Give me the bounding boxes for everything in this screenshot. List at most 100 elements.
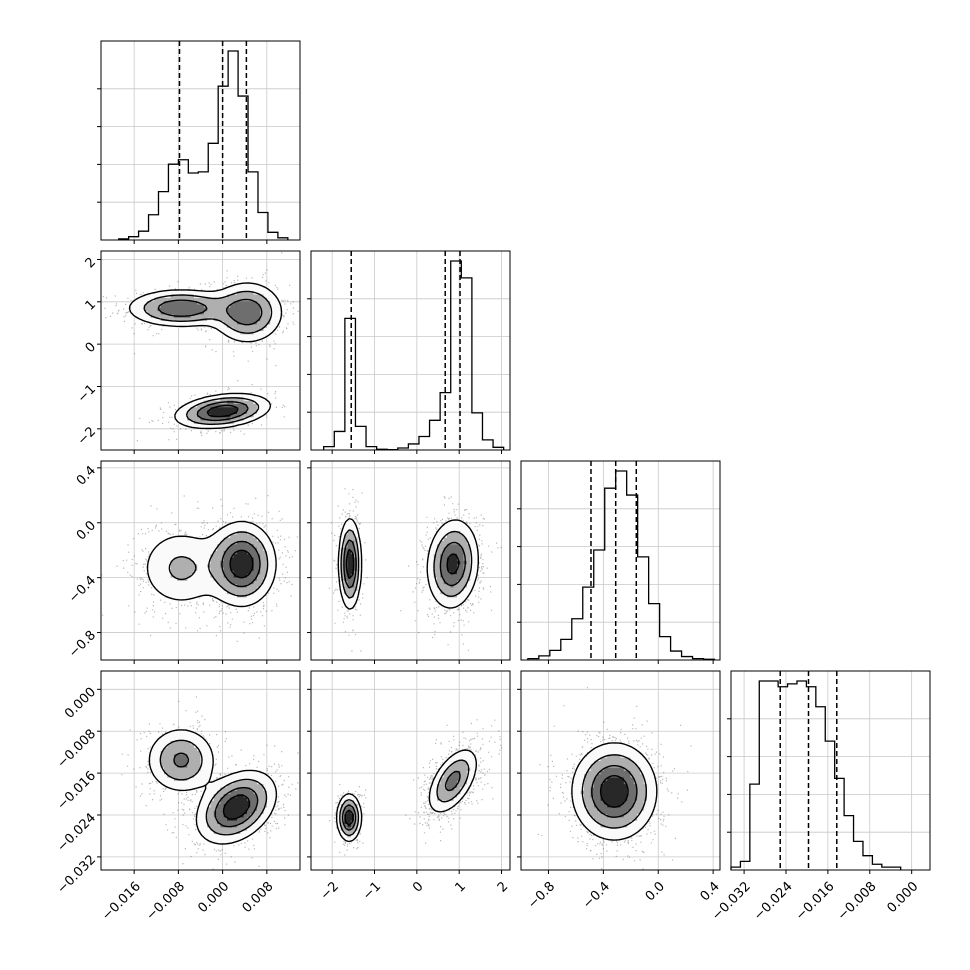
density-cell: [430, 570, 435, 575]
density-cell: [587, 757, 592, 761]
density-cell: [260, 300, 264, 305]
density-cell: [597, 813, 601, 818]
density-cell: [193, 737, 198, 742]
density-cell: [453, 524, 458, 528]
density-cell: [253, 337, 258, 341]
density-cell: [610, 780, 615, 785]
density-cell: [337, 570, 342, 575]
density-cell: [217, 290, 221, 295]
density-cell: [347, 603, 352, 608]
density-cell: [590, 826, 595, 831]
density-cell: [607, 790, 611, 795]
density-cell: [256, 396, 261, 401]
density-cell: [453, 583, 458, 588]
y-tick-label: −2: [75, 424, 99, 448]
density-cell: [600, 763, 605, 768]
density-cell: [223, 787, 228, 791]
density-cell: [197, 743, 201, 748]
density-cell: [623, 753, 628, 758]
density-cell: [183, 737, 188, 742]
density-cell: [236, 596, 241, 601]
density-cell: [253, 570, 258, 575]
density-cell: [203, 557, 208, 561]
density-cell: [203, 763, 208, 768]
density-cell: [207, 314, 211, 318]
density-cell: [640, 800, 645, 805]
density-cell: [446, 767, 451, 771]
density-cell: [150, 567, 155, 571]
density-cell: [190, 310, 195, 315]
histogram-panel-0: [97, 40, 301, 244]
density-cell: [627, 813, 631, 818]
density-cell: [593, 823, 598, 828]
density-cell: [223, 330, 228, 335]
density-cell: [437, 590, 441, 595]
density-cell: [437, 560, 441, 565]
y-tick-label: −0.4: [66, 573, 99, 606]
density-cell: [170, 570, 175, 575]
density-cell: [250, 527, 254, 532]
density-cell: [187, 593, 191, 598]
density-cell: [610, 833, 615, 838]
density-cell: [157, 320, 162, 325]
density-cell: [230, 524, 235, 528]
density-cell: [197, 753, 201, 758]
density-cell: [437, 547, 441, 551]
density-cell: [456, 760, 461, 765]
density-cell: [446, 543, 451, 548]
density-cell: [470, 573, 474, 578]
density-cell: [197, 763, 201, 768]
density-cell: [437, 537, 441, 541]
density-cell: [177, 567, 181, 571]
density-cell: [617, 833, 621, 838]
density-cell: [147, 570, 152, 575]
density-cell: [233, 413, 238, 418]
density-cell: [253, 540, 258, 545]
density-cell: [456, 793, 461, 798]
density-cell: [227, 393, 231, 398]
density-cell: [220, 587, 225, 591]
density-cell: [466, 567, 471, 571]
density-cell: [613, 793, 618, 798]
density-cell: [263, 320, 268, 325]
density-cell: [180, 753, 185, 758]
density-cell: [177, 590, 181, 595]
density-cell: [230, 583, 235, 588]
density-cell: [610, 823, 615, 828]
density-cell: [187, 780, 191, 785]
density-cell: [354, 823, 358, 828]
density-cell: [437, 570, 441, 575]
density-cell: [210, 583, 215, 588]
density-cell: [167, 557, 172, 561]
density-cell: [256, 793, 261, 798]
density-cell: [170, 577, 175, 581]
density-cell: [213, 403, 218, 408]
density-cell: [203, 760, 208, 765]
density-cell: [236, 550, 241, 555]
density-cell: [190, 750, 195, 755]
density-cell: [157, 570, 162, 575]
density-cell: [613, 767, 618, 771]
density-cell: [243, 590, 248, 595]
density-cell: [183, 406, 188, 411]
density-cell: [470, 577, 474, 581]
density-cell: [266, 290, 271, 295]
density-cell: [177, 307, 181, 312]
density-cell: [593, 780, 598, 785]
density-cell: [227, 577, 231, 581]
density-cell: [344, 550, 348, 555]
density-cell: [213, 580, 218, 585]
density-cell: [183, 740, 188, 745]
density-cell: [183, 767, 188, 771]
density-cell: [344, 593, 348, 598]
density-cell: [443, 570, 448, 575]
density-cell: [256, 400, 261, 404]
density-cell: [193, 310, 198, 315]
density-cell: [207, 836, 211, 841]
density-cell: [453, 543, 458, 548]
density-cell: [167, 593, 172, 598]
density-cell: [236, 803, 241, 808]
density-cell: [443, 763, 448, 768]
density-cell: [456, 570, 461, 575]
density-cell: [574, 773, 578, 778]
